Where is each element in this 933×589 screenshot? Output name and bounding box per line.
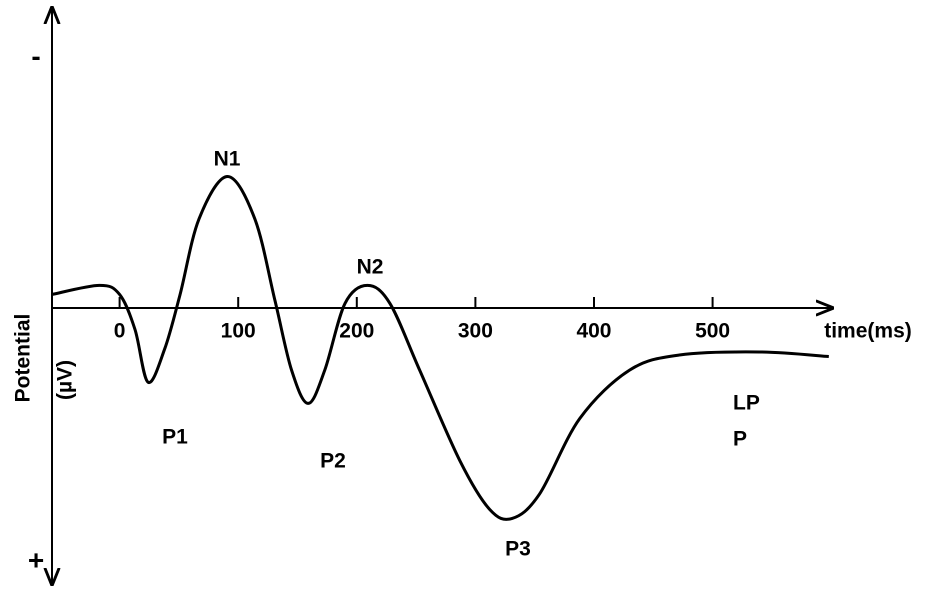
x-axis-label: time(ms) — [824, 320, 912, 343]
waveform — [51, 174, 829, 521]
annotation: P2 — [320, 450, 346, 473]
annotation: P3 — [505, 538, 531, 561]
annotation: P1 — [162, 426, 188, 449]
y-axis-label: (µV) — [54, 360, 77, 400]
annotation: N2 — [357, 256, 384, 279]
annotation: N1 — [214, 148, 241, 171]
y-bottom-label: + — [28, 544, 44, 575]
x-tick-label: 500 — [695, 320, 730, 343]
x-tick-label: 0 — [114, 320, 126, 343]
x-tick-label: 100 — [221, 320, 256, 343]
x-tick-label: 300 — [458, 320, 493, 343]
y-axis-label: Potential — [12, 314, 35, 403]
x-tick-label: 400 — [576, 320, 611, 343]
x-tick-label: 200 — [339, 320, 374, 343]
annotation: LP — [733, 392, 760, 415]
y-top-label: - — [31, 40, 40, 71]
annotation: P — [733, 428, 747, 451]
